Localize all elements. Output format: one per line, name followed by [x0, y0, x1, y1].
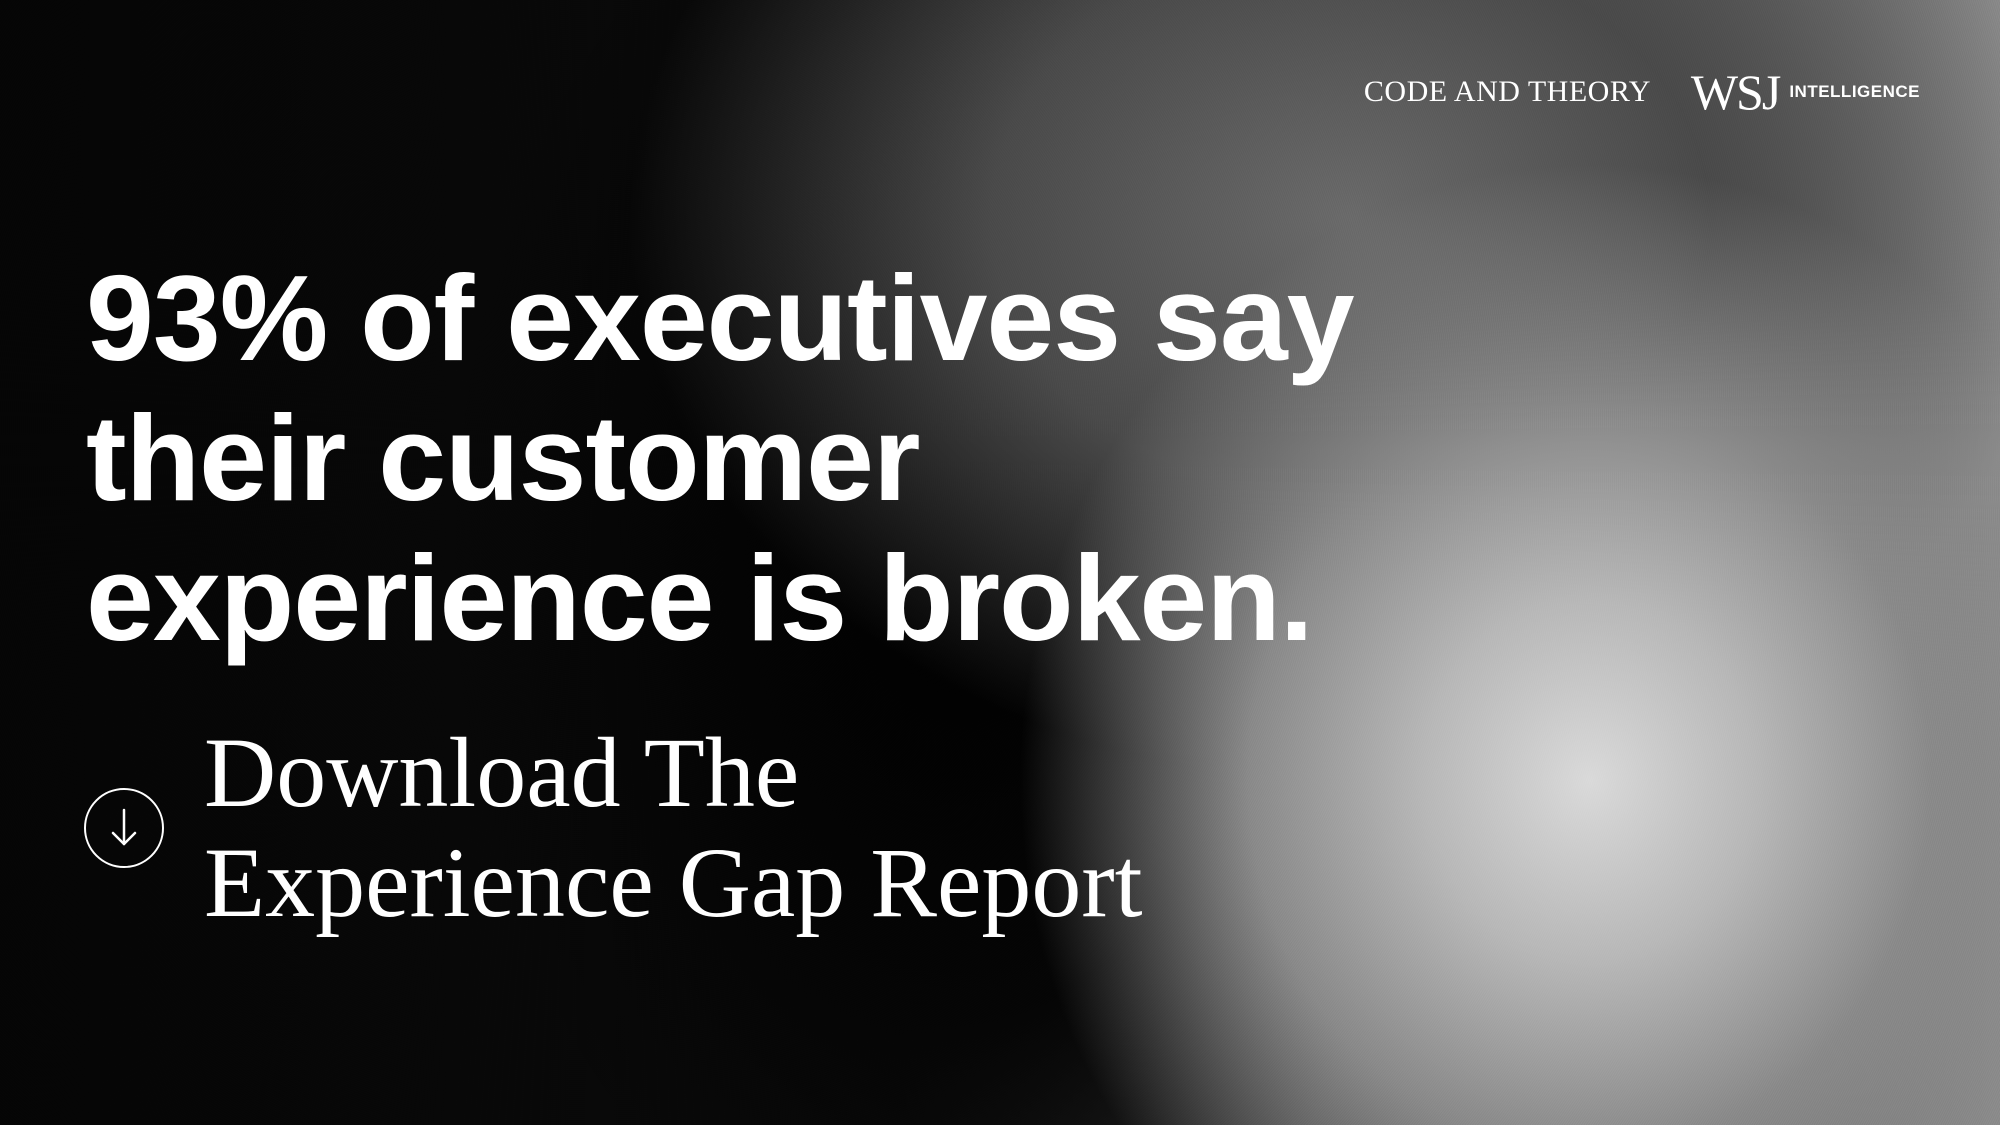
code-and-theory-logo: CODE AND THEORY — [1363, 75, 1651, 108]
headline-line-2: their customer — [86, 390, 920, 526]
headline: 93% of executives say their customer exp… — [86, 248, 1486, 668]
headline-line-3: experience is broken. — [86, 530, 1314, 666]
wsj-logo-sub: INTELLIGENCE — [1789, 82, 1920, 101]
download-report-label[interactable]: Download The Experience Gap Report — [204, 718, 1142, 938]
download-arrow-icon[interactable] — [84, 788, 164, 868]
headline-line-1: 93% of executives say — [86, 250, 1355, 386]
cta-line-1: Download The — [204, 717, 800, 828]
download-report-link[interactable]: Download The Experience Gap Report — [84, 718, 1142, 938]
wsj-logo-mark: WSJ — [1690, 64, 1781, 120]
wsj-intelligence-logo: WSJ INTELLIGENCE — [1691, 67, 1920, 117]
cta-line-2: Experience Gap Report — [204, 827, 1143, 938]
brand-logos: CODE AND THEORY WSJ INTELLIGENCE — [1364, 62, 1920, 122]
